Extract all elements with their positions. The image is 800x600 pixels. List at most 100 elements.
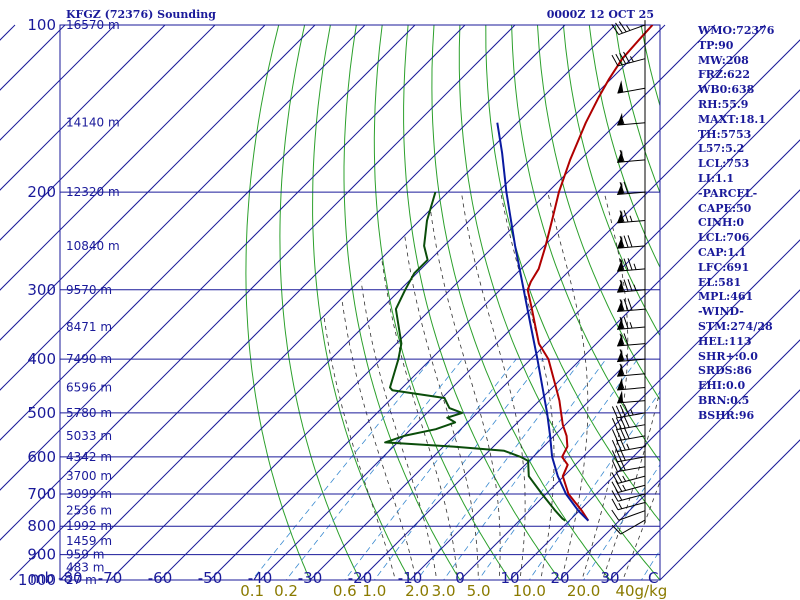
stat-line: -PARCEL- bbox=[698, 186, 758, 200]
height-label: 4342 m bbox=[66, 450, 112, 464]
height-label: 9570 m bbox=[66, 283, 112, 297]
wind-barb-feather bbox=[627, 279, 633, 292]
height-label: 14140 m bbox=[66, 116, 120, 130]
temperature-tick-label: -20 bbox=[348, 569, 373, 587]
wind-barb-pennant bbox=[617, 299, 624, 312]
height-label: 3099 m bbox=[66, 487, 112, 501]
mixing-ratio-labels: 0.1 0.2 0.6 1.0 2.0 3.0 5.0 10.0 20.0 40g/kg bbox=[240, 582, 667, 600]
wind-barb bbox=[617, 235, 646, 249]
pressure-tick-label: 400 bbox=[27, 350, 56, 368]
mixing-ratio-label: 1.0 bbox=[362, 582, 386, 600]
dry-adiabat-line bbox=[588, 25, 660, 269]
wind-barb-half-feather bbox=[618, 503, 623, 509]
wind-barb-shaft bbox=[617, 424, 646, 431]
wind-barb-pennant bbox=[617, 149, 624, 163]
temperature-tick-label: 10 bbox=[500, 569, 519, 587]
wind-barb-shaft bbox=[617, 475, 646, 484]
wind-barb-feather bbox=[619, 438, 626, 451]
stat-line: SRDS:86 bbox=[698, 364, 752, 378]
wind-barb-feather bbox=[615, 471, 623, 483]
mixing-ratio-label: 0.6 bbox=[333, 582, 357, 600]
wind-barb-shaft bbox=[617, 58, 646, 67]
isobar-isotherm-grid bbox=[0, 24, 800, 581]
wind-barb-shaft bbox=[617, 446, 646, 452]
wind-barb-shaft bbox=[617, 435, 646, 442]
mixing-ratio-line bbox=[251, 358, 432, 580]
isotherm-line bbox=[0, 24, 416, 441]
wind-barb-feather bbox=[623, 51, 630, 64]
temperature-tick-label: 0 bbox=[455, 569, 465, 587]
isotherm-line bbox=[659, 439, 800, 581]
wind-barb-feather bbox=[611, 418, 618, 430]
wind-barb-feather bbox=[623, 333, 629, 346]
wind-barb-pennant bbox=[617, 377, 624, 390]
temperature-trace bbox=[526, 25, 654, 522]
dry-adiabat-line bbox=[343, 25, 461, 580]
stat-line: MPL:461 bbox=[698, 290, 754, 304]
isotherm-line bbox=[559, 339, 800, 581]
isotherm-line bbox=[259, 39, 800, 581]
wind-barb-feather bbox=[619, 299, 625, 312]
wind-barb-feather bbox=[623, 235, 629, 248]
wind-barb-feather bbox=[623, 181, 629, 194]
isotherm-line bbox=[359, 139, 800, 581]
background-lines bbox=[245, 25, 660, 580]
stat-line: L57:5.2 bbox=[698, 142, 745, 156]
stat-line: FRZ:622 bbox=[698, 68, 751, 82]
moist-adiabat-line bbox=[430, 209, 501, 580]
wind-barb-feather bbox=[611, 24, 620, 35]
dry-adiabat-line bbox=[403, 25, 561, 580]
wind-barb-half-feather bbox=[621, 118, 625, 125]
isotherm-line bbox=[459, 239, 800, 581]
wind-barb bbox=[611, 21, 646, 36]
height-label: 1459 m bbox=[66, 534, 112, 548]
wind-barb-feather bbox=[611, 490, 619, 502]
wind-barb-half-feather bbox=[630, 409, 634, 416]
stat-line: MW:208 bbox=[698, 53, 749, 67]
mixing-ratio-label: 40g/kg bbox=[615, 582, 667, 600]
temperature-tick-label: -80 bbox=[58, 569, 83, 587]
wind-barb-half-feather bbox=[633, 284, 637, 291]
stat-line: -WIND- bbox=[698, 305, 744, 319]
dry-adiabat-line bbox=[245, 25, 311, 580]
wind-barb bbox=[611, 509, 646, 521]
wind-barb-feather bbox=[615, 405, 622, 418]
mixing-ratio-label: 20.0 bbox=[567, 582, 600, 600]
isotherm-line bbox=[0, 24, 116, 141]
height-label: 8471 m bbox=[66, 320, 112, 334]
wind-barb-shaft bbox=[618, 24, 646, 36]
wind-barb-shaft bbox=[620, 519, 646, 535]
stat-line: WB0:638 bbox=[698, 83, 755, 97]
wind-barb-feather bbox=[627, 258, 633, 271]
station-title: KFGZ (72376) Sounding bbox=[66, 8, 216, 21]
wind-barb-half-feather bbox=[629, 56, 634, 63]
wind-barb-pennant bbox=[617, 258, 624, 272]
stat-line: STM:274/28 bbox=[698, 319, 773, 333]
wind-barb-feather bbox=[623, 258, 629, 271]
isotherm-line bbox=[309, 89, 800, 581]
temperature-unit-label: C bbox=[648, 569, 658, 587]
mixing-ratio-line bbox=[416, 358, 583, 580]
dry-adiabat-line bbox=[562, 25, 660, 337]
wind-barb bbox=[617, 80, 646, 94]
wind-barb-half-feather bbox=[633, 263, 637, 270]
temperature-tick-label: -40 bbox=[248, 569, 273, 587]
height-label: 10840 m bbox=[66, 239, 120, 253]
sounding-traces bbox=[384, 25, 654, 522]
wind-barb-pennant bbox=[617, 349, 624, 362]
height-label: 5033 m bbox=[66, 429, 112, 443]
wind-barb-pennant bbox=[617, 235, 624, 249]
wind-barb-shaft bbox=[617, 308, 646, 313]
wind-barbs bbox=[611, 20, 646, 535]
wind-barb-feather bbox=[623, 210, 629, 223]
stat-line: CINH:0 bbox=[698, 216, 745, 230]
mixing-ratio-label: 10.0 bbox=[513, 582, 546, 600]
pressure-tick-label: 300 bbox=[27, 281, 56, 299]
isotherm-line bbox=[9, 24, 566, 581]
wind-barb-shaft bbox=[617, 412, 646, 419]
wind-barb-feather bbox=[611, 498, 619, 510]
dry-adiabat-line bbox=[458, 25, 660, 580]
isotherm-line bbox=[0, 24, 516, 541]
wind-barb bbox=[617, 377, 646, 391]
